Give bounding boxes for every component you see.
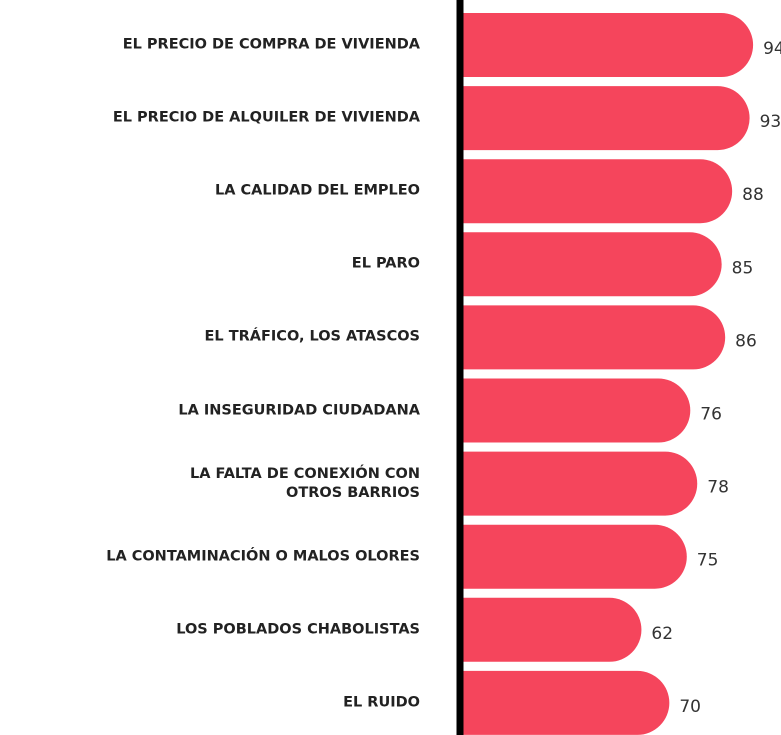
value-label: 62 <box>651 624 673 644</box>
value-label: 93 <box>760 112 781 132</box>
category-label: EL TRÁFICO, LOS ATASCOS <box>204 328 420 345</box>
category-label: LA CALIDAD DEL EMPLEO <box>214 182 420 199</box>
category-label: LA CONTAMINACIÓN O MALOS OLORES <box>106 548 420 565</box>
value-label: 85 <box>732 258 754 278</box>
bar <box>460 232 722 297</box>
bar <box>460 670 670 735</box>
bar <box>460 305 726 370</box>
value-label: 70 <box>679 697 701 717</box>
value-label: 78 <box>707 478 729 498</box>
value-label: 86 <box>735 331 757 351</box>
bar <box>460 451 698 516</box>
category-label: LA INSEGURIDAD CIUDADANA <box>178 402 420 418</box>
category-label: LOS POBLADOS CHABOLISTAS <box>176 621 420 638</box>
bar <box>460 597 642 662</box>
value-label: 94 <box>763 39 781 59</box>
bar <box>460 524 687 589</box>
bar <box>460 159 733 224</box>
value-label: 75 <box>697 551 719 571</box>
category-label: EL PRECIO DE COMPRA DE VIVIENDA <box>122 36 420 53</box>
category-label: EL PRECIO DE ALQUILER DE VIVIENDA <box>112 109 420 126</box>
bar <box>460 86 750 151</box>
bar <box>460 13 754 77</box>
category-label: EL RUIDO <box>343 694 420 711</box>
value-label: 76 <box>700 405 722 425</box>
category-label: LA FALTA DE CONEXIÓN CON OTROS BARRIOS <box>189 465 420 501</box>
value-label: 88 <box>742 185 764 205</box>
bar <box>460 378 691 443</box>
category-label: EL PARO <box>351 255 420 272</box>
